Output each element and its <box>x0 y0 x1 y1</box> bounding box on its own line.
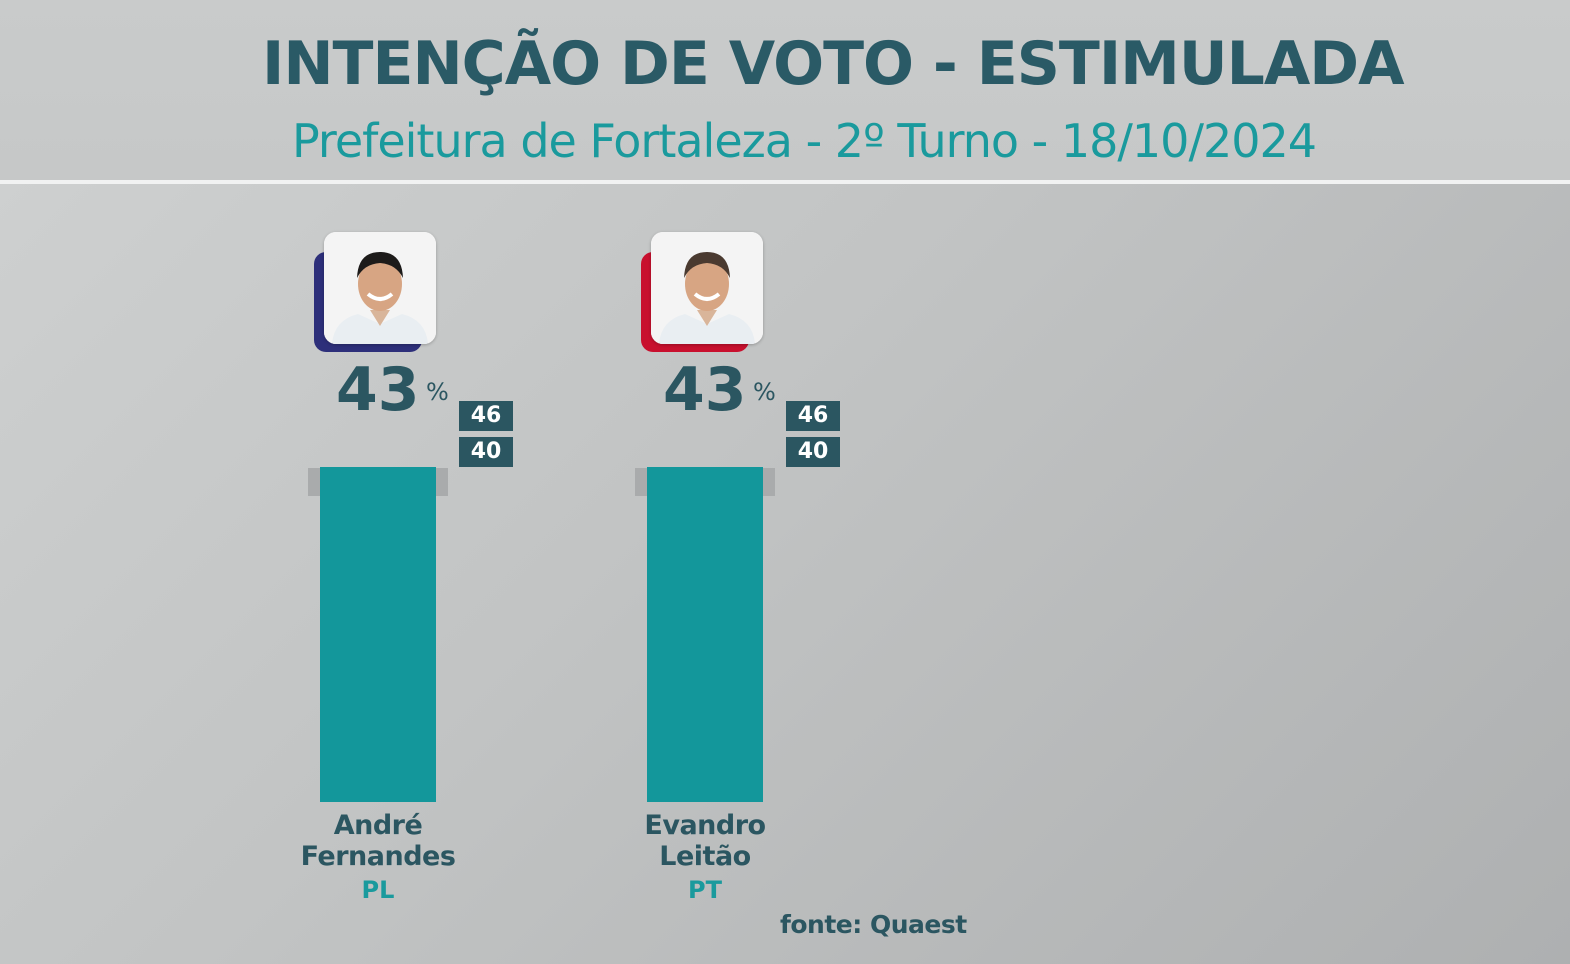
header-divider <box>0 180 1570 184</box>
candidate-first-name: Evandro <box>644 810 766 841</box>
candidate-party: PL <box>361 876 395 904</box>
chart-title: INTENÇÃO DE VOTO - ESTIMULADA <box>262 29 1405 99</box>
lower-bound-label: 40 <box>459 437 513 467</box>
value-unit-label: % <box>426 378 449 406</box>
upper-bound-label: 46 <box>459 401 513 431</box>
source-note: fonte: Quaest <box>780 910 967 939</box>
chart-subtitle: Prefeitura de Fortaleza - 2º Turno - 18/… <box>292 114 1317 168</box>
candidate-party: PT <box>688 876 722 904</box>
candidate-last-name: Leitão <box>659 841 751 872</box>
value-unit-label: % <box>753 378 776 406</box>
candidate-first-name: André <box>333 810 423 841</box>
candidate-photo-icon <box>324 232 436 344</box>
bar <box>320 467 436 802</box>
value-label: 43 <box>663 355 747 425</box>
value-label: 43 <box>336 355 420 425</box>
candidate-photo-icon <box>651 232 763 344</box>
upper-bound-label: 46 <box>786 401 840 431</box>
lower-bound-label: 40 <box>786 437 840 467</box>
header-band <box>0 0 1570 182</box>
bar <box>647 467 763 802</box>
candidate-last-name: Fernandes <box>300 841 456 872</box>
